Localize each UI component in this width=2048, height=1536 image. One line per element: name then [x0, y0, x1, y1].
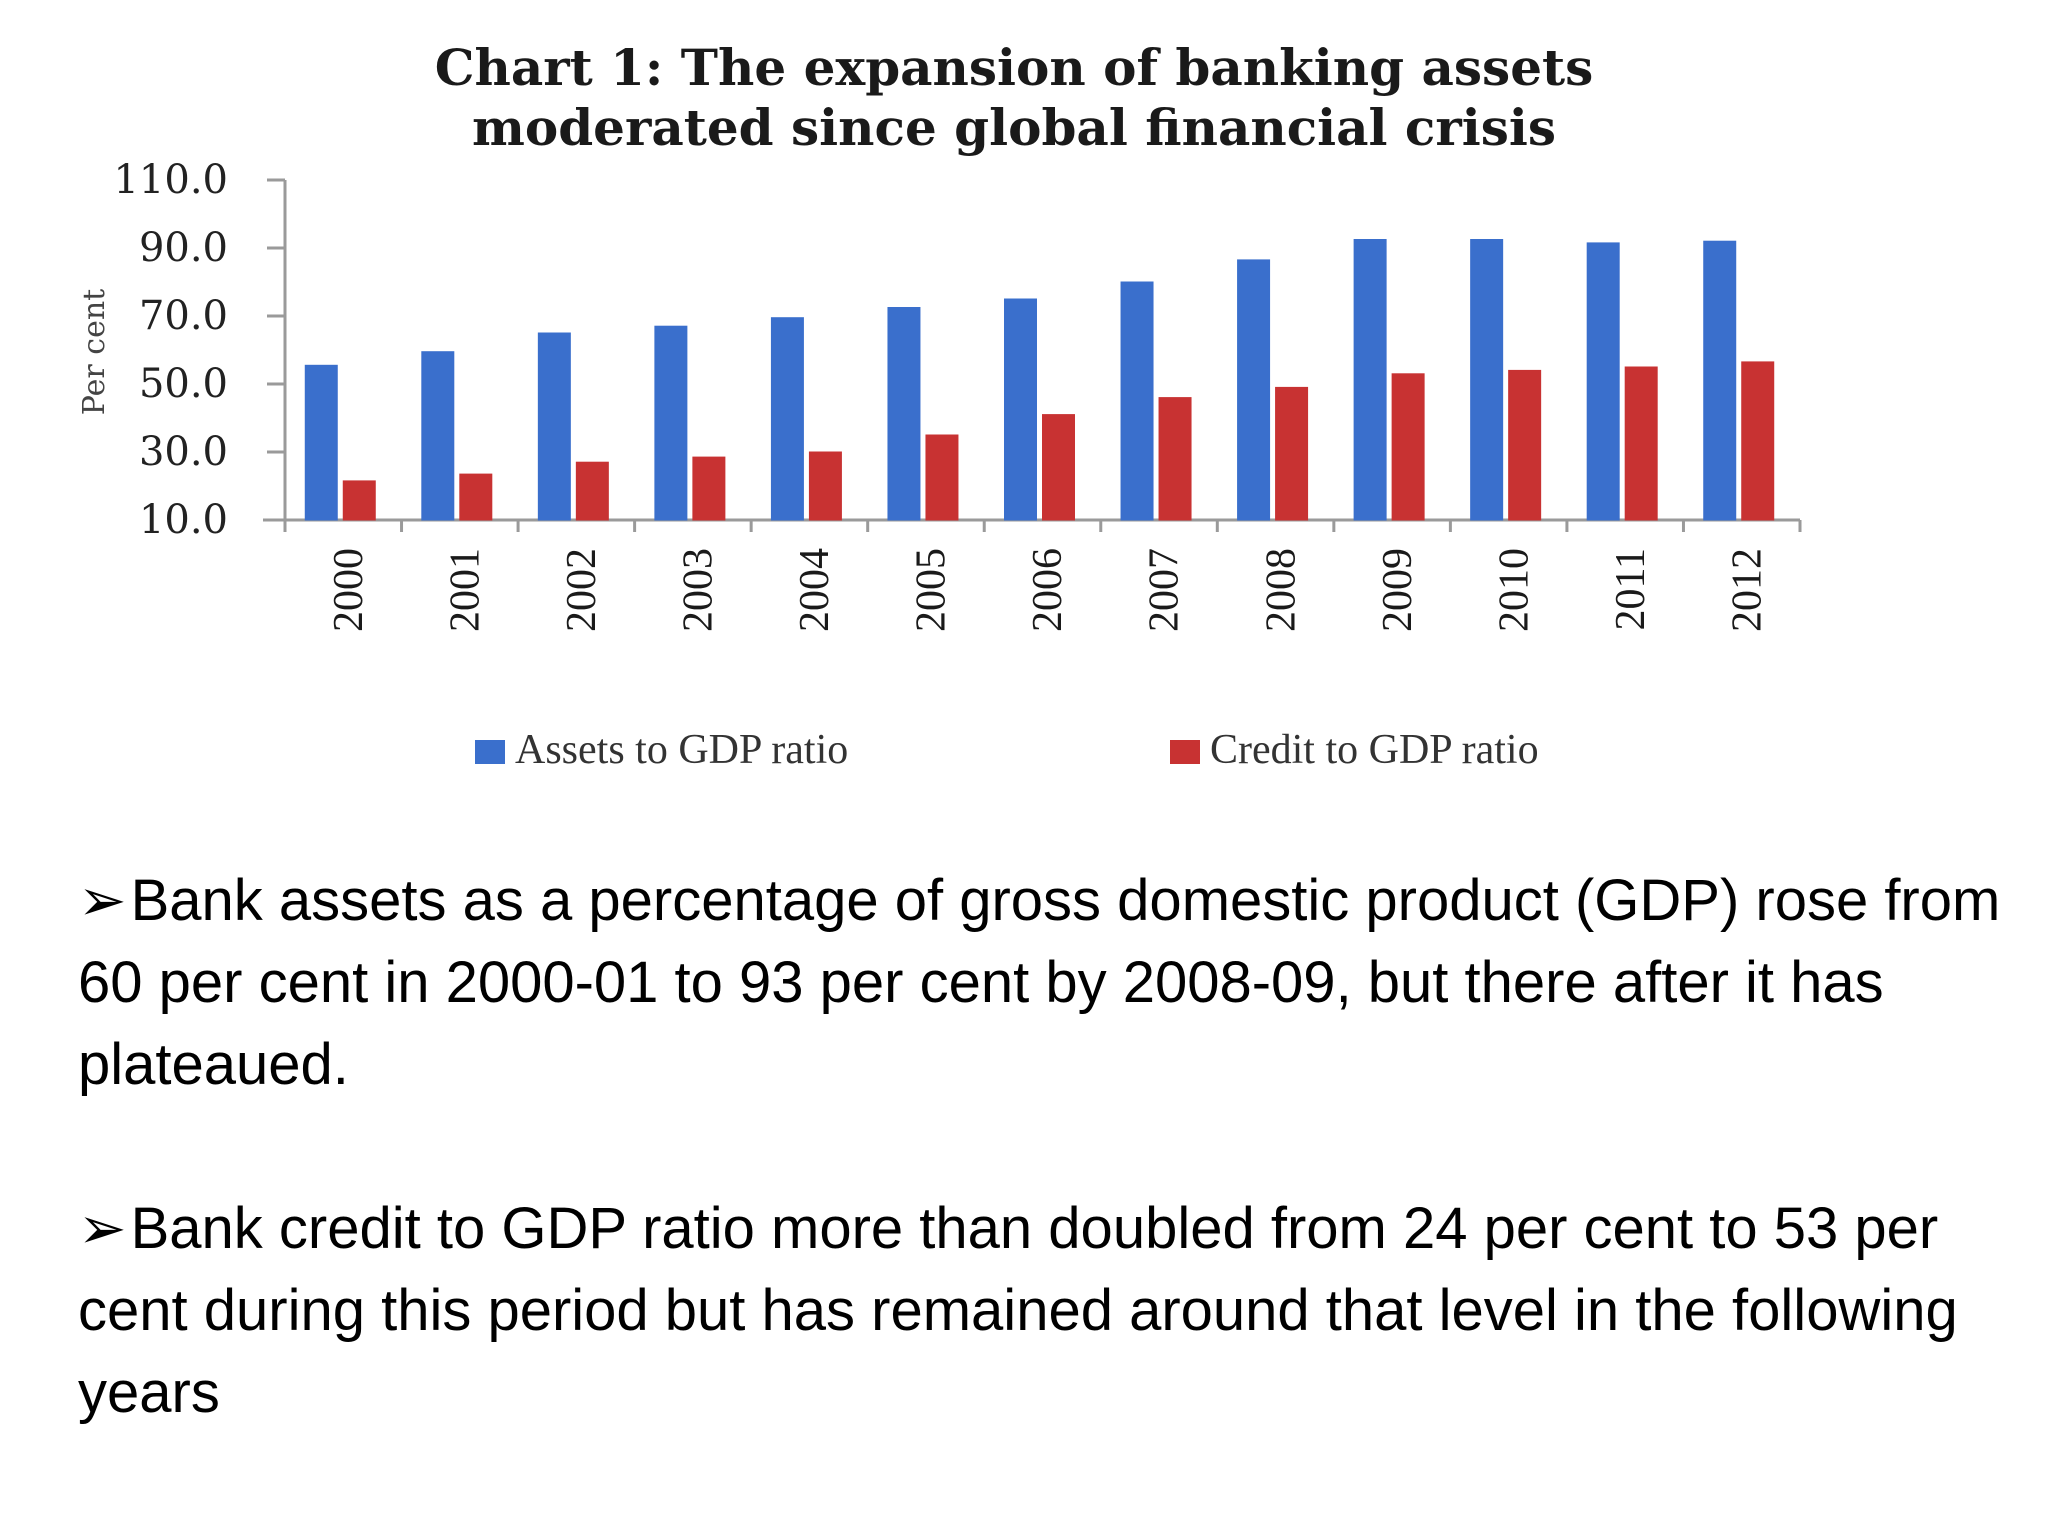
x-tick-label: 2012 [1724, 548, 1770, 632]
y-tick-label: 70.0 [139, 293, 228, 339]
assets-bar [887, 307, 921, 521]
assets-bar [1353, 239, 1387, 521]
legend-label: Credit to GDP ratio [1210, 727, 1539, 773]
y-tick-label: 30.0 [139, 429, 228, 475]
chart-title-line-1: Chart 1: The expansion of banking assets [435, 38, 1594, 97]
credit-bar [1508, 369, 1542, 521]
y-tick-label: 10.0 [139, 497, 228, 543]
credit-bar [692, 456, 726, 521]
bar-chart: Chart 1: The expansion of banking assets… [77, 38, 1802, 773]
chart-legend: Assets to GDP ratio Credit to GDP ratio [475, 727, 1539, 773]
credit-bar [1158, 397, 1192, 521]
bullet-text: Bank credit to GDP ratio more than doubl… [78, 1196, 1958, 1425]
chart-axes: 10.0 30.0 50.0 70.0 90.0 110.0 2000 2001 2002 200… [113, 157, 1802, 632]
assets-bar [770, 317, 804, 521]
bullet-text: Bank assets as a percentage of gross dom… [78, 868, 2001, 1097]
assets-bar [1004, 298, 1037, 521]
legend-swatch [475, 740, 505, 764]
x-tick-label: 2007 [1142, 548, 1188, 632]
assets-bar [1703, 240, 1737, 521]
x-tick-label: 2009 [1375, 548, 1421, 632]
assets-bar [1470, 239, 1504, 521]
bullet-item: ➢Bank assets as a percentage of gross do… [78, 860, 2008, 1106]
assets-bar [537, 332, 571, 521]
credit-bar [1275, 386, 1309, 521]
bullet-list: ➢Bank assets as a percentage of gross do… [78, 860, 2008, 1516]
y-tick-label: 50.0 [139, 361, 228, 407]
assets-bar [1120, 281, 1154, 521]
credit-bar [925, 434, 959, 521]
x-tick-label: 2010 [1491, 548, 1537, 632]
x-tick-label: 2008 [1258, 548, 1304, 632]
arrow-bullet-icon: ➢ [78, 868, 127, 933]
y-tick-label: 110.0 [113, 157, 228, 203]
y-tick-label: 90.0 [139, 225, 228, 271]
chart-title-line-2: moderated since global financial crisis [472, 98, 1556, 157]
assets-bar [1237, 259, 1271, 521]
x-tick-label: 2002 [559, 548, 605, 632]
credit-bar [808, 451, 842, 521]
bullet-item: ➢Bank credit to GDP ratio more than doub… [78, 1188, 2008, 1434]
x-tick-label: 2004 [792, 548, 838, 632]
x-tick-label: 2003 [676, 548, 722, 632]
x-tick-label: 2006 [1025, 548, 1071, 632]
credit-bar [459, 473, 493, 521]
credit-bar [1042, 414, 1075, 521]
credit-bar [1624, 366, 1658, 521]
assets-bar [304, 364, 338, 521]
arrow-bullet-icon: ➢ [78, 1196, 127, 1261]
credit-bar [342, 480, 376, 521]
x-tick-label: 2011 [1608, 548, 1654, 630]
assets-bar [1586, 242, 1620, 521]
credit-bar [1391, 373, 1425, 521]
chart-bars [304, 239, 1775, 521]
legend-label: Assets to GDP ratio [515, 727, 848, 773]
x-tick-label: 2001 [443, 548, 489, 632]
y-axis-label: Per cent [77, 289, 112, 415]
assets-bar [654, 325, 688, 521]
x-tick-label: 2005 [909, 548, 955, 632]
assets-bar [421, 351, 455, 521]
credit-bar [575, 461, 609, 521]
credit-bar [1741, 361, 1775, 521]
x-tick-label: 2000 [326, 548, 372, 632]
legend-swatch [1170, 740, 1200, 764]
